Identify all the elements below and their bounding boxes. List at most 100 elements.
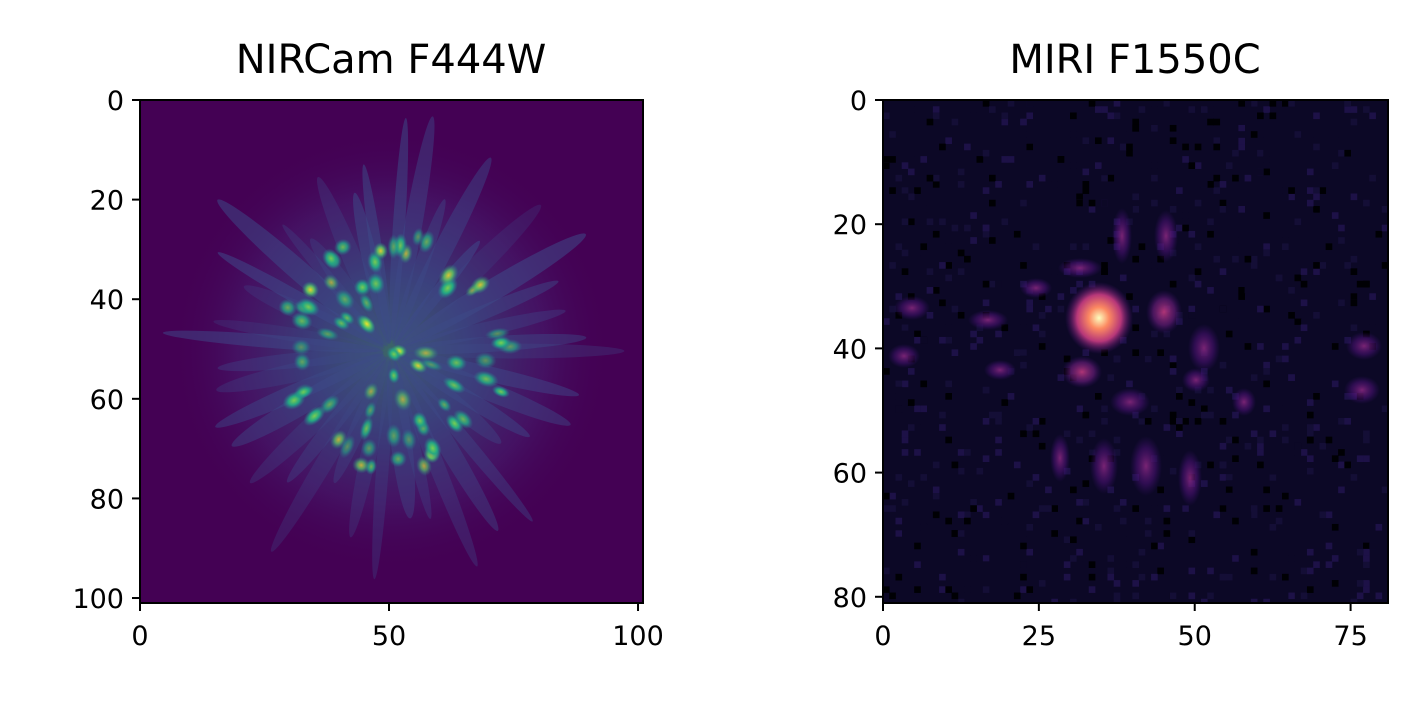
noise-pixel: [926, 205, 934, 213]
noise-pixel: [1300, 299, 1308, 307]
noise-pixel: [1282, 193, 1289, 201]
noise-pixel: [1238, 561, 1246, 568]
speckle: [364, 401, 377, 420]
noise-pixel: [995, 517, 1002, 525]
noise-pixel: [1088, 199, 1096, 207]
noise-pixel: [895, 243, 903, 251]
noise-pixel: [1207, 100, 1214, 107]
noise-pixel: [1182, 417, 1189, 425]
diffraction-ray: [398, 353, 571, 426]
noise-pixel: [1001, 118, 1009, 126]
noise-pixel: [1032, 417, 1040, 425]
noise-pixel: [1057, 305, 1065, 313]
noise-pixel: [1344, 100, 1351, 107]
noise-pixel: [1325, 542, 1333, 550]
noise-pixel: [1082, 181, 1090, 188]
noise-pixel: [1113, 436, 1121, 444]
noise-pixel: [1369, 174, 1376, 182]
noise-pixel: [1020, 318, 1027, 325]
noise-pixel: [1275, 505, 1283, 512]
noise-pixel: [982, 417, 990, 425]
noise-pixel: [1350, 474, 1358, 481]
noise-pixel: [1082, 411, 1090, 419]
noise-pixel: [1132, 193, 1140, 201]
noise-pixel: [1163, 530, 1171, 537]
noise-pixel: [1107, 567, 1115, 575]
noise-pixel: [1294, 449, 1302, 456]
noise-pixel: [1269, 467, 1277, 475]
noise-pixel: [1169, 124, 1177, 132]
noise-pixel: [970, 343, 977, 350]
noise-pixel: [982, 455, 990, 463]
diffraction-ray: [396, 358, 533, 522]
noise-pixel: [901, 330, 909, 338]
speckle: [353, 278, 371, 296]
psf-core: [1065, 282, 1133, 354]
noise-pixel: [895, 174, 903, 182]
noise-pixel: [1176, 424, 1183, 431]
noise-pixel: [932, 112, 940, 120]
plot-frame: [882, 99, 1389, 604]
noise-pixel: [1020, 586, 1027, 593]
noise-pixel: [1381, 205, 1388, 213]
noise-pixel: [1282, 405, 1289, 413]
noise-pixel: [945, 137, 952, 145]
noise-pixel: [1188, 305, 1196, 313]
noise-pixel: [1356, 405, 1364, 413]
noise-pixel: [1094, 106, 1102, 113]
noise-pixel: [1013, 461, 1021, 469]
noise-pixel: [1344, 106, 1351, 113]
noise-pixel: [926, 268, 934, 275]
diffraction-ray: [398, 309, 566, 351]
noise-pixel: [1250, 262, 1258, 269]
noise-pixel: [945, 274, 952, 282]
noise-pixel: [1051, 355, 1058, 363]
noise-pixel: [889, 505, 896, 512]
noise-pixel: [1200, 405, 1208, 413]
noise-pixel: [945, 380, 952, 388]
noise-pixel: [1126, 293, 1133, 300]
noise-pixel: [982, 230, 990, 238]
noise-pixel: [1250, 100, 1258, 107]
psf-lobe: [1178, 450, 1202, 506]
speckle: [359, 293, 374, 313]
noise-pixel: [1325, 361, 1333, 369]
psf-lobe: [968, 310, 1008, 330]
noise-pixel: [1026, 112, 1034, 120]
noise-pixel: [1001, 218, 1009, 226]
noise-pixel: [957, 592, 965, 600]
diffraction-ray: [395, 354, 502, 444]
noise-pixel: [1313, 268, 1320, 275]
noise-pixel: [1313, 143, 1320, 151]
noise-pixel: [883, 586, 890, 593]
noise-pixel: [1238, 131, 1246, 138]
noise-pixel: [1026, 548, 1034, 556]
noise-pixel: [1325, 305, 1333, 313]
noise-pixel: [1032, 430, 1040, 438]
diffraction-ray: [399, 233, 586, 347]
noise-pixel: [1250, 255, 1258, 263]
noise-pixel: [1082, 243, 1090, 251]
noise-pixel: [1076, 517, 1083, 525]
noise-pixel: [1257, 305, 1264, 313]
noise-pixel: [1007, 100, 1015, 107]
noise-pixel: [1219, 417, 1227, 425]
psf-lobe: [1146, 290, 1182, 334]
noise-pixel: [1107, 573, 1115, 581]
noise-pixel: [1070, 287, 1077, 294]
noise-pixel: [1200, 181, 1208, 188]
noise-pixel: [1176, 430, 1183, 438]
noise-pixel: [926, 174, 934, 182]
noise-pixel: [1126, 149, 1133, 157]
noise-pixel: [1088, 100, 1096, 107]
noise-pixel: [914, 187, 921, 194]
noise-pixel: [889, 592, 896, 600]
noise-pixel: [889, 156, 896, 163]
noise-pixel: [1207, 567, 1214, 575]
noise-pixel: [895, 118, 903, 126]
noise-pixel: [1151, 262, 1158, 269]
noise-pixel: [957, 311, 965, 319]
noise-pixel: [1338, 461, 1345, 469]
noise-pixel: [895, 517, 903, 525]
noise-pixel: [932, 499, 940, 506]
